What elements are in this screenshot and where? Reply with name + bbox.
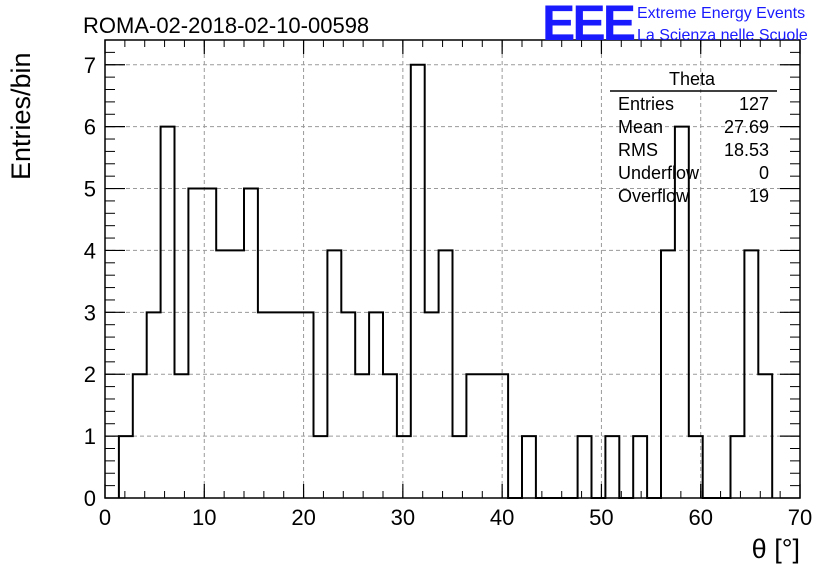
x-axis-label: θ [°] xyxy=(752,534,800,564)
y-tick-label: 0 xyxy=(84,486,96,511)
logo-line-1: Extreme Energy Events xyxy=(637,5,805,22)
histogram-line xyxy=(117,63,774,499)
stats-row-value: 27.69 xyxy=(724,117,769,137)
stats-row-value: 19 xyxy=(749,186,769,206)
x-tick-label: 40 xyxy=(490,505,514,530)
x-tick-label: 10 xyxy=(192,505,216,530)
tick-labels: 0 10 20 30 40 50 60 70 0 1 2 3 4 5 6 7 xyxy=(84,53,812,530)
y-tick-label: 3 xyxy=(84,300,96,325)
chart-title: ROMA-02-2018-02-10-00598 xyxy=(83,13,369,38)
eee-logo-mark: EEE xyxy=(542,0,635,51)
stats-row-value: 0 xyxy=(759,163,769,183)
axis-ticks xyxy=(104,40,801,499)
x-tick-label: 20 xyxy=(291,505,315,530)
stats-row-label: Underflow xyxy=(618,163,700,183)
y-tick-label: 1 xyxy=(84,424,96,449)
stats-title: Theta xyxy=(669,69,716,89)
y-tick-label: 4 xyxy=(84,238,96,263)
stats-row-label: Overflow xyxy=(618,186,690,206)
stats-row-label: Entries xyxy=(618,94,674,114)
eee-logo: EEE Extreme Energy Events La Scienza nel… xyxy=(542,0,808,51)
stats-row-value: 18.53 xyxy=(724,140,769,160)
x-tick-label: 0 xyxy=(99,505,111,530)
stats-row-label: Mean xyxy=(618,117,663,137)
x-tick-label: 30 xyxy=(391,505,415,530)
stats-box: Theta Entries 127 Mean 27.69 RMS 18.53 Underfl… xyxy=(610,69,777,206)
stats-row-value: 127 xyxy=(739,94,769,114)
y-tick-label: 7 xyxy=(84,53,96,78)
x-tick-label: 60 xyxy=(688,505,712,530)
y-tick-label: 6 xyxy=(84,115,96,140)
x-tick-label: 50 xyxy=(589,505,613,530)
stats-row-label: RMS xyxy=(618,140,658,160)
plot-frame xyxy=(104,39,801,499)
x-tick-label: 70 xyxy=(788,505,812,530)
y-tick-label: 2 xyxy=(84,362,96,387)
logo-line-2: La Scienza nelle Scuole xyxy=(637,27,808,44)
y-tick-label: 5 xyxy=(84,177,96,202)
y-axis-label: Entries/bin xyxy=(6,52,36,180)
